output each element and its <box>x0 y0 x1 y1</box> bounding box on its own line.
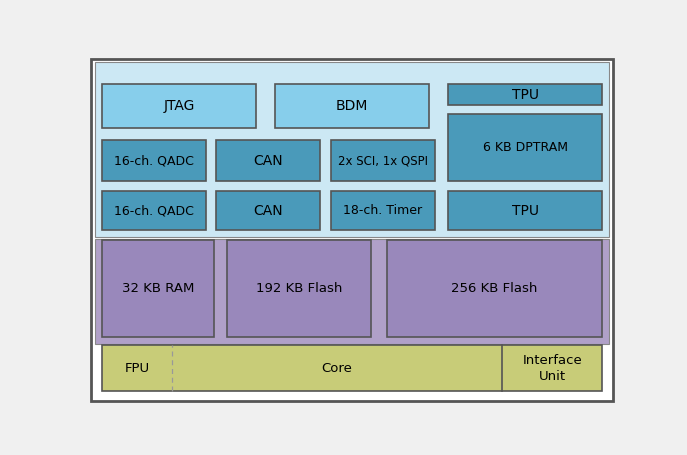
Text: JTAG: JTAG <box>164 99 194 113</box>
Text: CAN: CAN <box>254 203 283 217</box>
FancyBboxPatch shape <box>95 238 609 344</box>
Text: 16-ch. QADC: 16-ch. QADC <box>114 204 194 217</box>
Text: Interface
Unit: Interface Unit <box>522 354 582 383</box>
Text: CAN: CAN <box>254 154 283 167</box>
FancyBboxPatch shape <box>227 240 371 337</box>
Text: 2x SCI, 1x QSPI: 2x SCI, 1x QSPI <box>338 154 428 167</box>
Text: 16-ch. QADC: 16-ch. QADC <box>114 154 194 167</box>
Text: TPU: TPU <box>512 88 539 102</box>
Text: TPU: TPU <box>512 203 539 217</box>
Text: 32 KB RAM: 32 KB RAM <box>122 282 194 295</box>
FancyBboxPatch shape <box>448 114 602 181</box>
Text: 192 KB Flash: 192 KB Flash <box>256 282 342 295</box>
FancyBboxPatch shape <box>448 191 602 230</box>
Text: 256 KB Flash: 256 KB Flash <box>451 282 538 295</box>
FancyBboxPatch shape <box>275 84 429 128</box>
Text: BDM: BDM <box>336 99 368 113</box>
FancyBboxPatch shape <box>448 84 602 106</box>
Text: 6 KB DPTRAM: 6 KB DPTRAM <box>483 141 567 154</box>
FancyBboxPatch shape <box>331 141 435 181</box>
Text: FPU: FPU <box>124 362 150 374</box>
FancyBboxPatch shape <box>102 240 214 337</box>
FancyBboxPatch shape <box>387 240 602 337</box>
Text: 18-ch. Timer: 18-ch. Timer <box>343 204 423 217</box>
FancyBboxPatch shape <box>102 84 256 128</box>
FancyBboxPatch shape <box>102 141 205 181</box>
Text: Core: Core <box>322 362 352 374</box>
FancyBboxPatch shape <box>331 191 435 230</box>
FancyBboxPatch shape <box>216 141 320 181</box>
FancyBboxPatch shape <box>95 61 609 237</box>
FancyBboxPatch shape <box>102 191 205 230</box>
FancyBboxPatch shape <box>91 59 613 401</box>
FancyBboxPatch shape <box>216 191 320 230</box>
FancyBboxPatch shape <box>102 345 602 391</box>
